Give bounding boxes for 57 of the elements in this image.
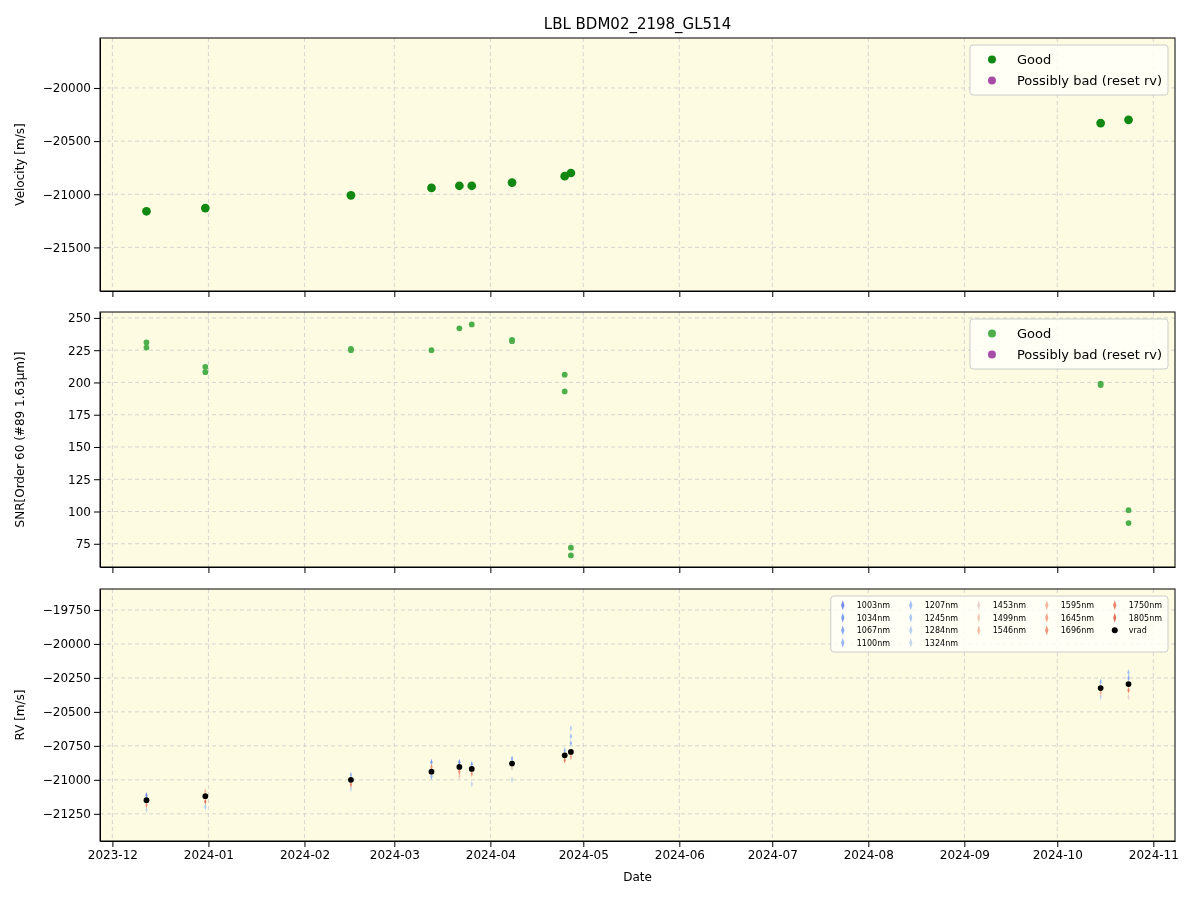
legend-label: 1034nm <box>856 613 891 623</box>
y-axis-title: RV [m/s] <box>13 689 27 741</box>
y-tick-label: −20250 <box>42 671 91 686</box>
y-tick-label: 150 <box>68 440 91 455</box>
legend-label: 1453nm <box>992 601 1027 611</box>
x-tick-label: 2024-08 <box>843 847 894 862</box>
legend-label: Possibly bad (reset rv) <box>1016 347 1162 363</box>
x-tick-label: 2024-06 <box>654 847 705 862</box>
y-tick-label: −21000 <box>42 773 91 788</box>
y-tick-label: −20000 <box>42 81 91 96</box>
y-tick-label: −20750 <box>42 739 91 754</box>
legend-label: Good <box>1016 52 1052 68</box>
legend-label: 1595nm <box>1060 601 1095 611</box>
legend-label: 1207nm <box>924 601 959 611</box>
y-tick-label: −20500 <box>42 134 91 149</box>
legend-label: 1696nm <box>1060 626 1095 636</box>
x-tick-label: 2024-10 <box>1032 847 1083 862</box>
legend-label: 1805nm <box>1128 613 1163 623</box>
y-tick-label: −21500 <box>42 240 91 255</box>
legend-label: 1645nm <box>1060 613 1095 623</box>
x-tick-label: 2024-01 <box>183 847 234 862</box>
legend-label: vrad <box>1128 626 1147 636</box>
legend-label: 1245nm <box>924 613 959 623</box>
y-tick-label: −20000 <box>42 637 91 652</box>
legend-label: 1067nm <box>856 626 891 636</box>
y-tick-label: 125 <box>68 472 91 487</box>
y-tick-label: 250 <box>68 311 91 326</box>
x-tick-label: 2024-04 <box>465 847 516 862</box>
y-axis-title: Velocity [m/s] <box>13 123 27 206</box>
x-tick-label: 2024-02 <box>279 847 331 862</box>
chart-title: LBL BDM02_2198_GL514 <box>543 15 732 34</box>
legend-label: 1324nm <box>924 638 959 648</box>
legend-label: 1499nm <box>992 613 1027 623</box>
y-tick-label: 100 <box>68 504 91 519</box>
y-tick-label: 200 <box>68 375 91 390</box>
legend-label: 1003nm <box>856 601 891 611</box>
legend-label: 1100nm <box>856 638 891 648</box>
y-tick-label: 175 <box>68 408 91 423</box>
y-tick-label: 75 <box>75 537 91 552</box>
y-axis-title: SNR[Order 60 (#89 1.63μm)] <box>13 351 27 528</box>
y-tick-label: −20500 <box>42 705 91 720</box>
y-tick-label: −19750 <box>42 603 91 618</box>
x-tick-label: 2024-05 <box>558 847 609 862</box>
x-tick-label: 2024-09 <box>939 847 990 862</box>
x-tick-label: 2024-11 <box>1128 847 1179 862</box>
x-tick-label: 2024-07 <box>747 847 798 862</box>
legend-label: Possibly bad (reset rv) <box>1016 73 1162 89</box>
x-axis-title: Date <box>623 870 652 884</box>
y-tick-label: 225 <box>68 343 91 358</box>
x-tick-label: 2024-03 <box>369 847 420 862</box>
x-tick-label: 2023-12 <box>87 847 138 862</box>
legend-label: 1750nm <box>1128 601 1163 611</box>
legend-label: Good <box>1016 326 1052 342</box>
y-tick-label: −21250 <box>42 807 91 822</box>
legend-label: 1546nm <box>992 626 1027 636</box>
legend-label: 1284nm <box>924 626 959 636</box>
y-tick-label: −21000 <box>42 187 91 202</box>
